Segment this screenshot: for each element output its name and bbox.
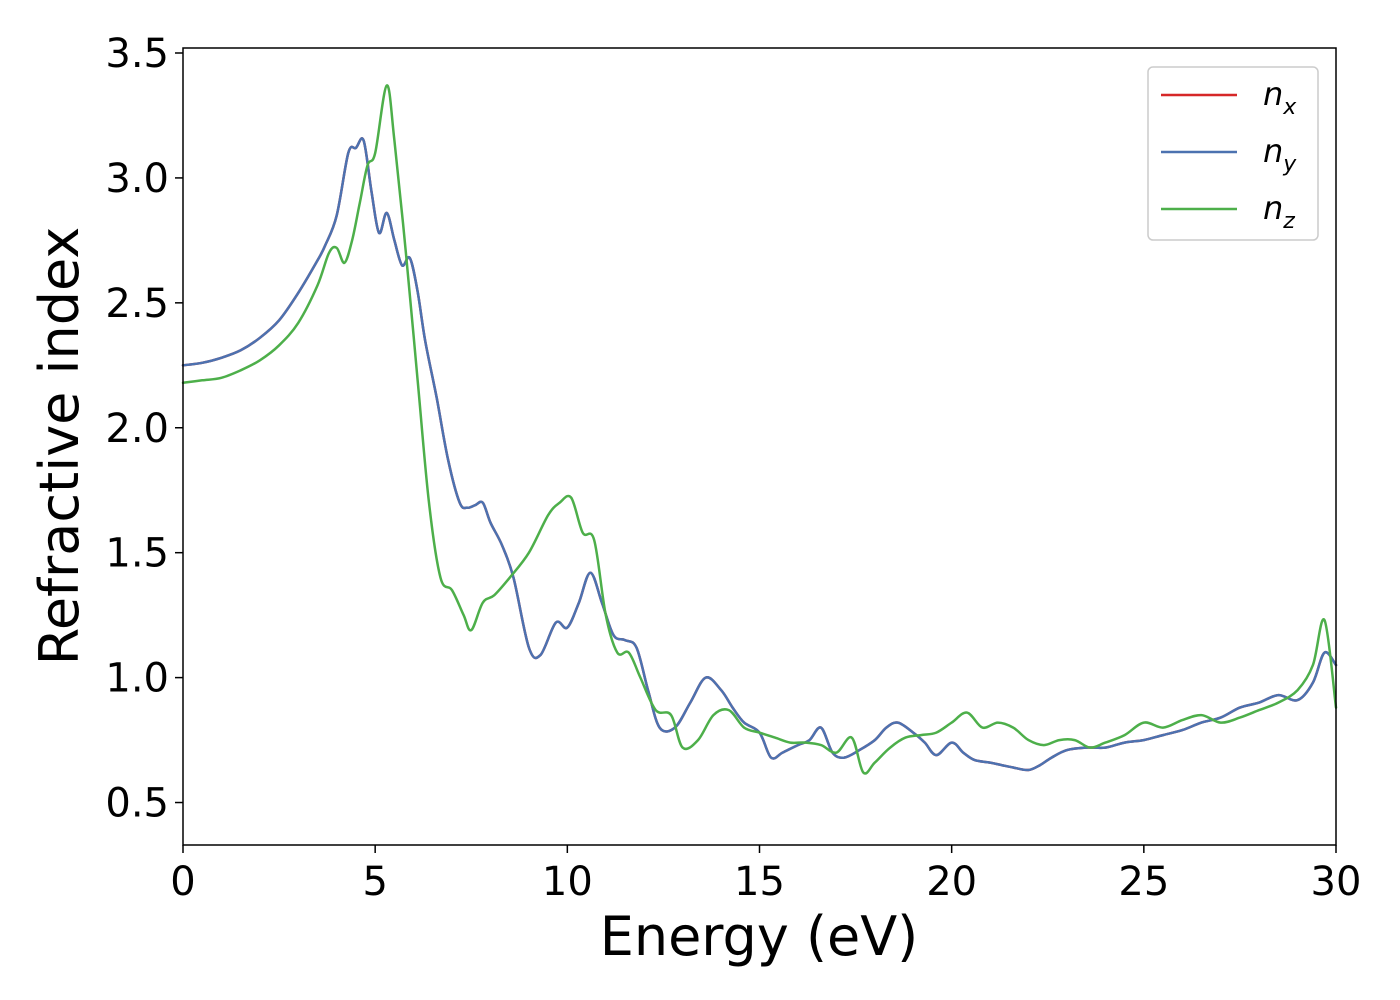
series-line-z <box>181 84 1338 775</box>
x-tick-label: 5 <box>362 859 387 905</box>
x-axis-label: Energy (eV) <box>600 905 919 968</box>
x-tick-label: 0 <box>170 859 195 905</box>
legend-box <box>1147 66 1319 241</box>
y-tick-label: 3.0 <box>105 156 169 202</box>
series-line-y <box>181 137 1338 772</box>
y-tick-label: 3.5 <box>105 31 169 77</box>
y-tick-label: 2.0 <box>105 406 169 452</box>
x-tick-label: 20 <box>926 859 977 905</box>
y-axis: 0.5 1.0 1.5 2.0 2.5 3.0 3.5 <box>105 31 183 827</box>
x-tick-label: 25 <box>1118 859 1169 905</box>
x-tick-label: 15 <box>734 859 785 905</box>
y-axis-label: Refractive index <box>28 227 91 666</box>
plot-area <box>183 48 1336 845</box>
x-tick-label: 30 <box>1311 859 1362 905</box>
y-tick-label: 1.0 <box>105 656 169 702</box>
x-tick-label: 10 <box>542 859 593 905</box>
y-tick-label: 0.5 <box>105 781 169 827</box>
y-tick-label: 1.5 <box>105 531 169 577</box>
x-axis: 0 5 10 15 20 25 30 <box>170 845 1361 905</box>
y-tick-label: 2.5 <box>105 281 169 327</box>
series-layer <box>181 84 1338 775</box>
